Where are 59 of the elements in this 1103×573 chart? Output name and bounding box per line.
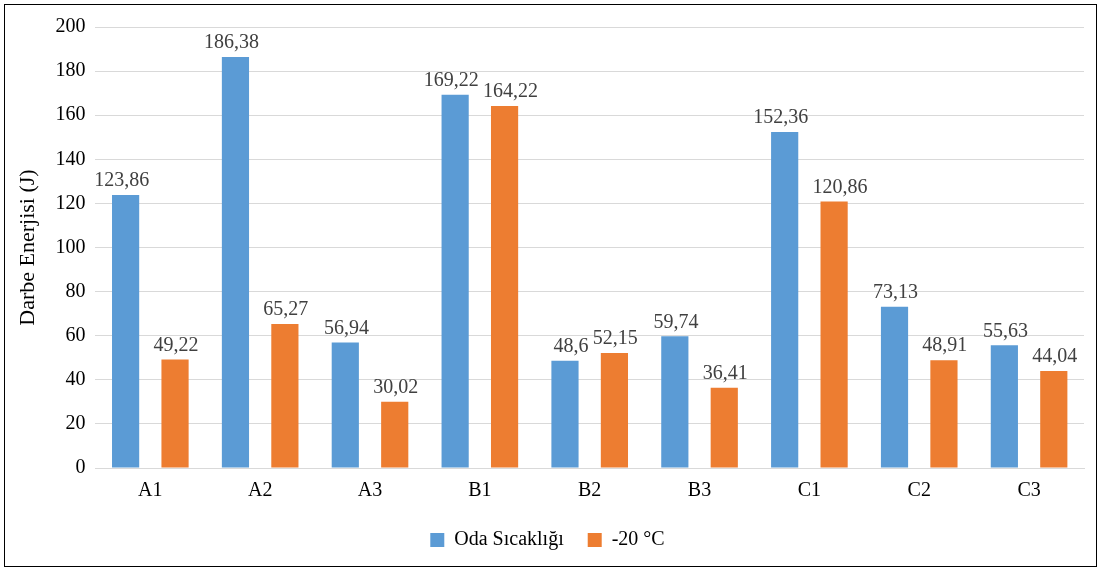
bar bbox=[771, 132, 799, 468]
y-tick-label: 160 bbox=[55, 102, 86, 125]
x-tick-label: C2 bbox=[907, 478, 931, 501]
y-tick-label: 200 bbox=[55, 14, 86, 37]
y-tick-label: 60 bbox=[65, 322, 86, 345]
data-label: 186,38 bbox=[204, 30, 260, 53]
bar bbox=[551, 360, 579, 468]
x-tick-label: A2 bbox=[247, 478, 273, 501]
bar bbox=[381, 401, 409, 468]
y-axis-title: Darbe Enerjisi (J) bbox=[13, 169, 39, 326]
y-tick-label: 40 bbox=[65, 367, 86, 390]
data-label: 65,27 bbox=[263, 297, 309, 320]
bar bbox=[161, 359, 189, 468]
data-label: 120,86 bbox=[812, 174, 868, 197]
x-tick-label: A3 bbox=[357, 478, 383, 501]
y-tick-label: 20 bbox=[65, 411, 86, 434]
data-label: 30,02 bbox=[373, 375, 419, 398]
x-tick-label: C1 bbox=[797, 478, 822, 501]
data-label: 123,86 bbox=[94, 168, 150, 191]
data-label: 36,41 bbox=[702, 360, 748, 383]
bar bbox=[490, 105, 519, 468]
y-tick-label: 180 bbox=[55, 58, 86, 81]
data-label: 48,6 bbox=[553, 334, 589, 357]
legend-label: -20 °C bbox=[611, 527, 665, 550]
bar bbox=[930, 360, 958, 468]
legend-label: Oda Sıcaklığı bbox=[454, 527, 565, 551]
data-label: 152,36 bbox=[753, 105, 809, 128]
data-label: 52,15 bbox=[592, 326, 638, 349]
y-tick-label: 0 bbox=[75, 455, 86, 478]
data-label: 48,91 bbox=[922, 333, 968, 356]
data-label: 164,22 bbox=[482, 79, 538, 102]
y-tick-label: 120 bbox=[55, 190, 86, 213]
bar bbox=[441, 94, 469, 468]
y-tick-label: 100 bbox=[55, 234, 86, 257]
x-tick-label: B3 bbox=[687, 478, 712, 501]
bar bbox=[331, 342, 359, 468]
x-tick-label: A1 bbox=[138, 478, 163, 501]
data-label: 59,74 bbox=[653, 309, 699, 332]
y-tick-label: 140 bbox=[55, 146, 86, 169]
data-label: 73,13 bbox=[873, 280, 919, 302]
y-tick-label: 80 bbox=[65, 278, 86, 301]
bar bbox=[1040, 370, 1068, 468]
bar bbox=[221, 57, 250, 468]
bar bbox=[710, 387, 738, 468]
data-label: 55,63 bbox=[982, 318, 1028, 341]
x-tick-label: B1 bbox=[468, 478, 492, 501]
x-tick-label: B2 bbox=[578, 478, 602, 501]
data-label: 56,94 bbox=[323, 315, 369, 338]
data-label: 44,04 bbox=[1032, 344, 1078, 367]
bar bbox=[600, 353, 629, 468]
bar bbox=[990, 345, 1018, 468]
bar bbox=[112, 194, 140, 468]
data-label: 49,22 bbox=[153, 332, 199, 355]
bar bbox=[271, 324, 299, 468]
bar bbox=[661, 336, 689, 468]
bar bbox=[820, 201, 848, 468]
bar bbox=[880, 306, 909, 468]
data-label: 169,22 bbox=[423, 68, 479, 91]
x-tick-label: C3 bbox=[1017, 478, 1041, 501]
